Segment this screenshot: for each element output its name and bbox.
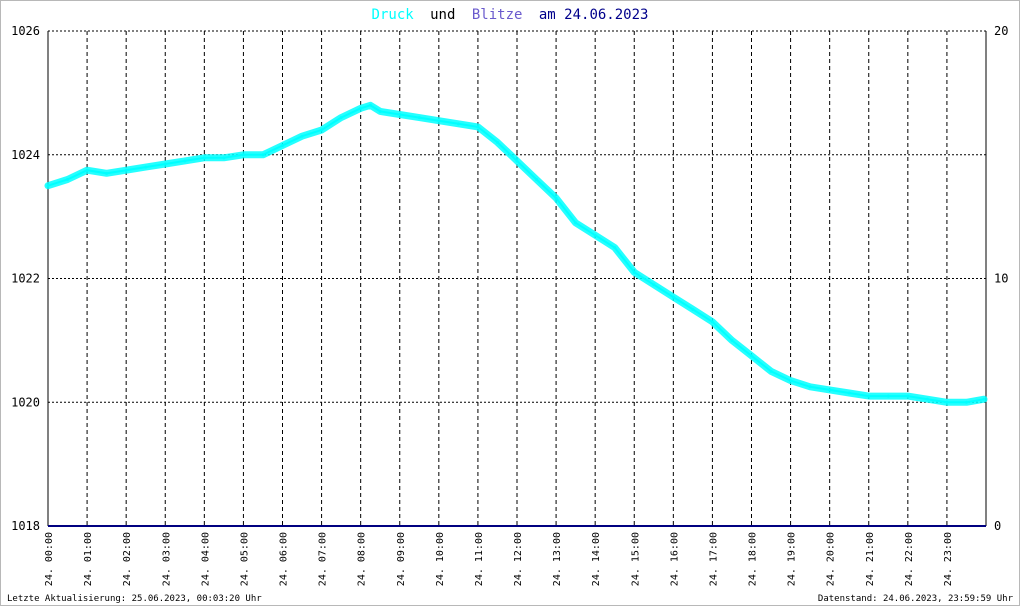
x-tick-label: 24. 01:00 — [83, 532, 94, 586]
data-point-druck — [945, 400, 949, 404]
data-point-druck — [867, 394, 871, 398]
title-und: und — [430, 7, 455, 23]
data-point-druck — [535, 178, 539, 181]
data-point-druck — [281, 143, 284, 147]
data-point-druck — [574, 221, 578, 225]
data-point-druck — [906, 394, 910, 398]
data-point-druck — [163, 162, 167, 166]
data-point-druck — [593, 233, 597, 237]
tick-labels: 24. 00:00 24. 01:00 24. 02:00 24. 03:00 24. … — [11, 24, 1008, 586]
y-tick-label: 1018 — [11, 519, 40, 533]
y2-tick-label: 20 — [994, 24, 1008, 38]
data-point-druck — [85, 168, 89, 172]
x-tick-label: 24. 00:00 — [44, 532, 55, 586]
y-tick-label: 1024 — [11, 148, 40, 162]
x-tick-label: 24. 04:00 — [200, 532, 211, 586]
y-tick-label: 1020 — [11, 395, 40, 409]
data-point-druck — [124, 168, 128, 172]
data-point-druck — [300, 134, 304, 138]
x-tick-label: 24. 21:00 — [865, 532, 876, 586]
data-point-druck — [671, 295, 675, 299]
data-point-druck — [105, 171, 109, 175]
title-blitze: Blitze — [472, 7, 523, 23]
y2-tick-label: 0 — [994, 519, 1001, 533]
x-tick-label: 24. 19:00 — [787, 532, 798, 586]
data-point-druck — [828, 388, 832, 392]
data-point-druck — [241, 153, 245, 157]
x-tick-label: 24. 10:00 — [435, 532, 446, 586]
footer-data-status: Datenstand: 24.06.2023, 23:59:59 Uhr — [818, 594, 1014, 604]
footer-last-update: Letzte Aktualisierung: 25.06.2023, 00:03… — [7, 594, 262, 604]
x-tick-label: 24. 15:00 — [630, 532, 641, 586]
title-druck: Druck — [372, 7, 415, 23]
data-point-druck — [982, 397, 986, 401]
x-tick-label: 24. 08:00 — [357, 532, 368, 586]
data-point-druck — [46, 184, 50, 188]
data-point-druck — [515, 159, 519, 163]
data-point-druck — [222, 156, 226, 160]
data-point-druck — [964, 400, 968, 404]
data-point-druck — [847, 391, 851, 395]
data-point-druck — [320, 128, 324, 132]
x-tick-label: 24. 09:00 — [396, 532, 407, 586]
x-tick-label: 24. 05:00 — [239, 532, 250, 586]
data-point-druck — [144, 165, 148, 169]
data-point-druck — [359, 106, 363, 110]
data-point-druck — [554, 196, 558, 200]
data-point-druck — [769, 369, 773, 373]
data-point-druck — [750, 354, 753, 358]
data-point-druck — [710, 320, 714, 324]
data-point-druck — [261, 153, 265, 157]
data-point-druck — [456, 122, 460, 126]
x-tick-label: 24. 22:00 — [904, 532, 915, 586]
data-point-druck — [495, 140, 499, 144]
x-tick-label: 24. 11:00 — [474, 532, 485, 586]
data-point-druck — [202, 156, 206, 160]
data-point-druck — [398, 113, 402, 117]
y-tick-label: 1022 — [11, 272, 40, 286]
series-line-druck — [47, 104, 985, 404]
data-point-druck — [183, 159, 187, 163]
x-tick-label: 24. 17:00 — [708, 532, 719, 586]
data-point-druck — [378, 109, 382, 113]
chart-title: Druck und Blitze am 24.06.2023 — [372, 7, 649, 23]
data-point-druck — [339, 116, 343, 120]
x-tick-label: 24. 12:00 — [513, 532, 524, 586]
x-tick-label: 24. 02:00 — [122, 532, 133, 586]
data-point-druck — [417, 116, 421, 120]
data-point-druck — [886, 394, 890, 398]
x-tick-label: 24. 06:00 — [279, 532, 290, 586]
data-point-druck — [730, 338, 734, 342]
data-point-druck — [808, 385, 812, 389]
grid — [48, 30, 986, 526]
data-point-druck — [691, 307, 695, 311]
x-tick-label: 24. 03:00 — [161, 532, 172, 586]
x-tick-label: 24. 13:00 — [552, 532, 563, 586]
x-tick-label: 24. 23:00 — [943, 532, 954, 586]
data-point-druck — [925, 397, 929, 401]
data-point-druck — [368, 103, 372, 107]
y-tick-label: 1026 — [11, 24, 40, 38]
data-point-druck — [613, 246, 617, 250]
series-line-druck-band — [44, 101, 988, 406]
data-point-druck — [476, 125, 480, 129]
data-point-druck — [789, 379, 793, 383]
data-point-druck — [652, 283, 656, 287]
x-tick-label: 24. 16:00 — [669, 532, 680, 586]
x-tick-label: 24. 14:00 — [591, 532, 602, 586]
x-tick-label: 24. 18:00 — [748, 532, 759, 586]
data-point-druck — [632, 270, 636, 274]
data-point-druck — [66, 178, 70, 181]
data-point-druck — [437, 119, 441, 123]
x-tick-label: 24. 20:00 — [826, 532, 837, 586]
y2-tick-label: 10 — [994, 272, 1008, 286]
x-tick-label: 24. 07:00 — [318, 532, 329, 586]
title-date: am 24.06.2023 — [539, 7, 649, 23]
series — [44, 101, 988, 527]
